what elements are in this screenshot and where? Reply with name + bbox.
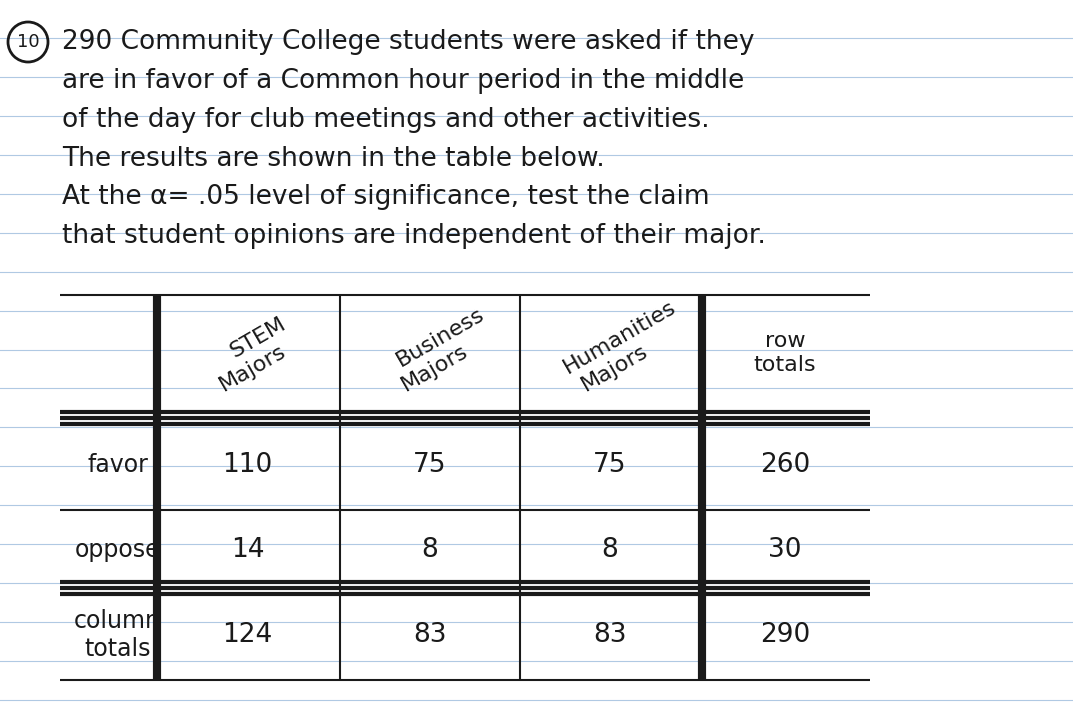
Text: 75: 75 (593, 452, 627, 478)
Text: that student opinions are independent of their major.: that student opinions are independent of… (62, 223, 766, 249)
Text: 30: 30 (768, 537, 802, 563)
Text: 290 Community College students were asked if they: 290 Community College students were aske… (62, 29, 754, 55)
Text: 8: 8 (422, 537, 439, 563)
Text: 110: 110 (222, 452, 273, 478)
Text: favor: favor (87, 453, 148, 477)
Text: 124: 124 (222, 622, 273, 648)
Text: row: row (765, 330, 806, 350)
Text: STEM: STEM (226, 314, 289, 361)
Text: Business: Business (393, 305, 487, 370)
Text: 290: 290 (760, 622, 810, 648)
Text: 83: 83 (593, 622, 627, 648)
Text: The results are shown in the table below.: The results are shown in the table below… (62, 146, 605, 172)
Text: Majors: Majors (578, 340, 651, 395)
Text: totals: totals (753, 355, 817, 375)
Text: column
totals: column totals (74, 609, 161, 661)
Text: 14: 14 (231, 537, 264, 563)
Text: 10: 10 (17, 33, 40, 51)
Text: At the α= .05 level of significance, test the claim: At the α= .05 level of significance, tes… (62, 184, 709, 210)
Text: Majors: Majors (216, 340, 290, 395)
Text: Majors: Majors (398, 340, 472, 395)
Text: of the day for club meetings and other activities.: of the day for club meetings and other a… (62, 107, 709, 133)
Text: 8: 8 (602, 537, 618, 563)
Text: oppose: oppose (75, 538, 160, 562)
Text: 83: 83 (413, 622, 446, 648)
Text: Humanities: Humanities (560, 297, 680, 378)
Text: 75: 75 (413, 452, 446, 478)
Text: 260: 260 (760, 452, 810, 478)
Text: are in favor of a Common hour period in the middle: are in favor of a Common hour period in … (62, 68, 745, 94)
